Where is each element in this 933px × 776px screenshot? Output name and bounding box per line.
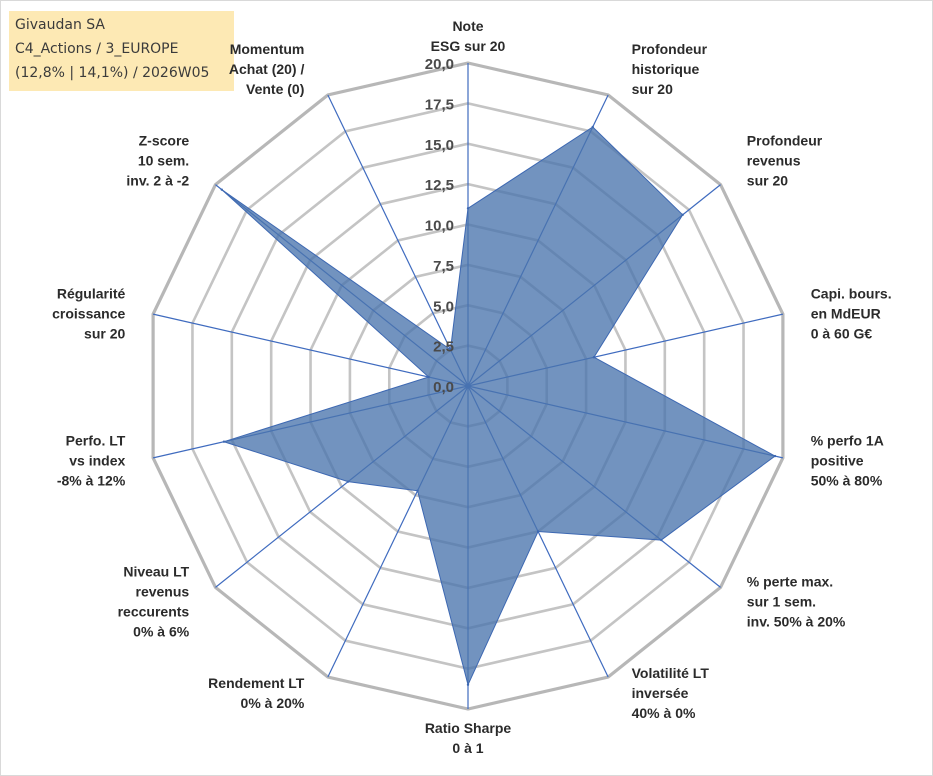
category-label-line: sur 20 bbox=[747, 173, 788, 189]
data-point bbox=[681, 213, 684, 217]
category-label: % perfo 1A positive 50% à 80% bbox=[811, 433, 884, 489]
category-label-line: revenus bbox=[747, 153, 801, 169]
category-label-line: positive bbox=[811, 453, 864, 469]
category-label-line: Ratio Sharpe bbox=[425, 720, 512, 736]
data-point bbox=[466, 683, 470, 686]
tick-label: 5,0 bbox=[433, 298, 454, 315]
category-label: Niveau LT revenus reccurents 0% à 6% bbox=[118, 563, 190, 639]
data-point bbox=[449, 348, 452, 351]
category-label-line: Vente (0) bbox=[246, 81, 304, 97]
category-label-line: -8% à 12% bbox=[57, 473, 126, 489]
category-label-line: vs index bbox=[69, 453, 125, 469]
category-label-line: Capi. bours. bbox=[811, 285, 892, 301]
category-label-line: Achat (20) / bbox=[229, 61, 305, 77]
category-label: Z-score 10 sem. inv. 2 à -2 bbox=[126, 133, 189, 189]
category-label: Momentum Achat (20) / Vente (0) bbox=[229, 41, 305, 97]
company-name: Givaudan SA bbox=[15, 17, 105, 33]
category-label: Profondeur revenus sur 20 bbox=[747, 133, 823, 189]
category-label-line: Profondeur bbox=[632, 41, 708, 57]
category-label-line: croissance bbox=[52, 305, 125, 321]
category-label-line: 0 à 60 G€ bbox=[811, 325, 873, 341]
category-label-line: Perfo. LT bbox=[66, 433, 126, 449]
category-label-line: 40% à 0% bbox=[632, 705, 696, 721]
title-box: Givaudan SA C4_Actions / 3_EUROPE (12,8%… bbox=[9, 11, 234, 91]
data-point bbox=[222, 440, 226, 443]
category-label: Perfo. LT vs index -8% à 12% bbox=[57, 433, 126, 489]
data-point bbox=[536, 530, 540, 533]
category-label: Volatilité LT inversée 40% à 0% bbox=[632, 665, 710, 721]
category-label: Capi. bours. en MdEUR 0 à 60 G€ bbox=[811, 285, 892, 341]
category-label-line: 0 à 1 bbox=[452, 740, 483, 756]
category-label: Rendement LT 0% à 20% bbox=[208, 675, 305, 711]
axis-spoke bbox=[152, 313, 469, 387]
category-label-line: Momentum bbox=[230, 41, 305, 57]
category-label-line: Niveau LT bbox=[123, 563, 189, 579]
radial-tick-labels: 0,0 2,5 5,0 7,5 10,0 12,5 15,0 17,5 20,0 bbox=[425, 56, 454, 396]
data-point bbox=[466, 207, 470, 210]
tick-label: 10,0 bbox=[425, 218, 454, 235]
tick-label: 0,0 bbox=[433, 379, 454, 396]
category-label: Profondeur historique sur 20 bbox=[632, 41, 708, 97]
category-label-line: 10 sem. bbox=[138, 153, 189, 169]
data-point bbox=[427, 375, 430, 379]
category-label-line: reccurents bbox=[118, 603, 190, 619]
axis-spoke bbox=[327, 94, 469, 387]
data-point bbox=[773, 454, 777, 458]
category-label-line: sur 20 bbox=[84, 325, 125, 341]
data-point bbox=[346, 480, 350, 483]
radar-series bbox=[220, 125, 777, 687]
category-label-line: 0% à 6% bbox=[133, 623, 190, 639]
tick-label: 15,0 bbox=[425, 137, 454, 154]
category-label-line: sur 1 sem. bbox=[747, 593, 816, 609]
category-label-line: Rendement LT bbox=[208, 675, 305, 691]
data-point bbox=[591, 125, 594, 129]
category-label: % perte max. sur 1 sem. inv. 50% à 20% bbox=[747, 573, 846, 629]
tick-label: 20,0 bbox=[425, 56, 454, 73]
data-point bbox=[220, 188, 223, 191]
category-label-line: inversée bbox=[632, 685, 689, 701]
category-label-line: % perte max. bbox=[747, 573, 833, 589]
tick-label: 2,5 bbox=[433, 339, 454, 356]
category-label-line: inv. 2 à -2 bbox=[126, 173, 189, 189]
series-area bbox=[221, 126, 776, 687]
category-label-line: 50% à 80% bbox=[811, 473, 883, 489]
category-label-line: Régularité bbox=[57, 285, 126, 301]
category-labels: Note ESG sur 20 Profondeur historique sur 20… bbox=[52, 18, 891, 756]
category-label-line: en MdEUR bbox=[811, 305, 881, 321]
category-label-line: inv. 50% à 20% bbox=[747, 613, 846, 629]
portfolio-category: C4_Actions / 3_EUROPE bbox=[15, 41, 179, 57]
data-point bbox=[592, 356, 596, 359]
category-label-line: sur 20 bbox=[632, 81, 673, 97]
category-label-line: Volatilité LT bbox=[632, 665, 710, 681]
tick-label: 12,5 bbox=[425, 177, 454, 194]
data-point bbox=[659, 538, 663, 542]
category-label-line: ESG sur 20 bbox=[431, 38, 506, 54]
category-label-line: revenus bbox=[136, 583, 190, 599]
category-label-line: Profondeur bbox=[747, 133, 823, 149]
category-label: Régularité croissance sur 20 bbox=[52, 285, 125, 341]
category-label-line: % perfo 1A bbox=[811, 433, 884, 449]
tick-label: 7,5 bbox=[433, 258, 454, 275]
category-label-line: 0% à 20% bbox=[241, 695, 305, 711]
tick-label: 17,5 bbox=[425, 96, 454, 113]
category-label-line: historique bbox=[632, 61, 700, 77]
category-label: Ratio Sharpe 0 à 1 bbox=[425, 720, 512, 756]
category-label-line: Z-score bbox=[139, 133, 190, 149]
category-label: Note ESG sur 20 bbox=[431, 18, 506, 54]
category-label-line: Note bbox=[452, 18, 483, 34]
performance-week: (12,8% | 14,1%) / 2026W05 bbox=[15, 65, 210, 81]
data-point bbox=[416, 489, 419, 492]
